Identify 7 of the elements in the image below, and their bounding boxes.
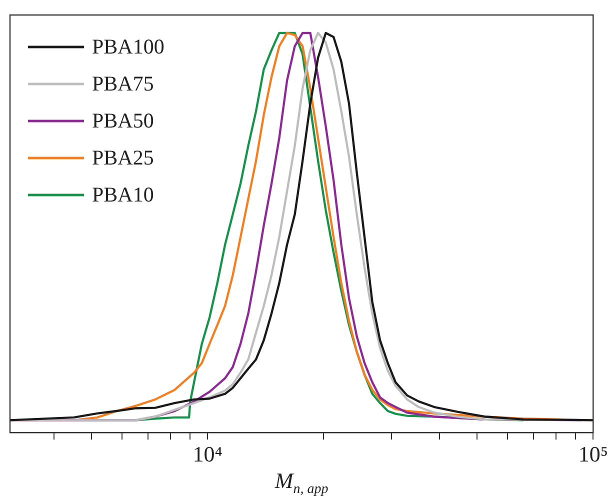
- legend-label: PBA100: [92, 34, 164, 59]
- legend-label: PBA50: [92, 108, 154, 133]
- x-tick-label: 10⁴: [192, 442, 223, 467]
- legend-label: PBA25: [92, 146, 154, 170]
- legend-label: PBA75: [92, 72, 154, 96]
- x-tick-label: 10⁵: [578, 442, 608, 467]
- legend-label: PBA10: [92, 182, 154, 207]
